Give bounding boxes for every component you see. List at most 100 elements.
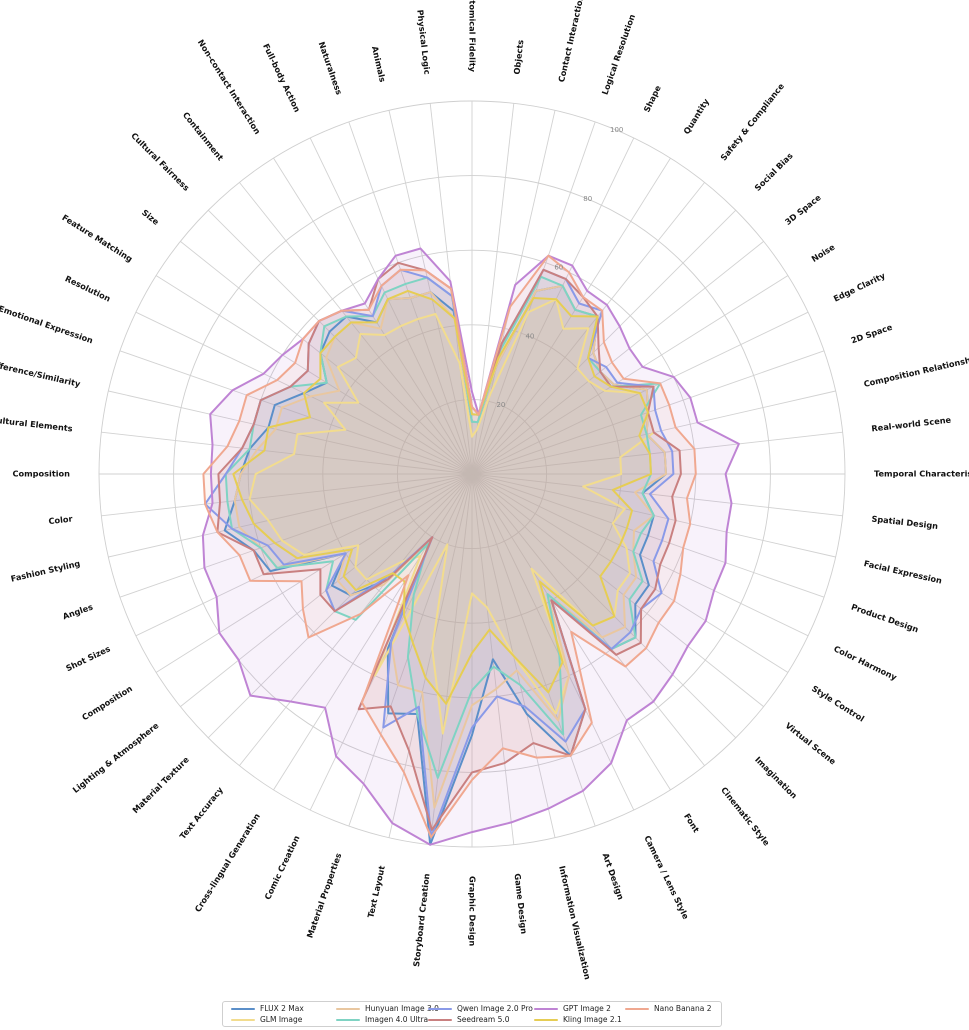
category-label: Storyboard Creation [411,873,431,968]
category-label: Anatomical Fidelity [468,0,478,73]
category-label: Contact Interaction [556,0,586,83]
legend-swatch [231,1018,255,1022]
spoke-line [207,473,473,739]
category-label: Shape [641,83,663,114]
category-label: Composition [80,683,134,722]
category-label: Material Texture [130,754,191,815]
category-label: Game Design [513,873,530,935]
legend-swatch [336,1018,360,1022]
category-label: Animals [370,45,388,83]
category-label: Art Design [601,852,627,902]
legend-label: GPT Image 2 [563,1004,611,1013]
radial-tick-labels: 20 40 60 80 100 [496,126,623,409]
category-label: Emotional Expression [0,303,95,345]
legend-item: GPT Image 2 [534,1004,611,1014]
series-fill [249,299,654,734]
grid-ring [98,100,846,848]
spoke-line [471,137,635,475]
series-line [248,298,655,735]
series-fill [203,255,696,838]
legend-swatch [428,1007,452,1011]
spoke-line [239,182,473,475]
category-label: Font [682,811,701,834]
category-label: Logical Resolution [600,13,637,96]
series-line [216,261,682,831]
spoke-line [101,473,473,517]
radial-tick-label: 100 [610,126,623,134]
legend-item: Seedream 5.0 [428,1015,510,1025]
category-label: Naturalness [317,40,345,96]
category-label: Comic Creation [262,834,301,902]
legend-swatch [534,1007,558,1011]
legend-label: Nano Banana 2 [654,1004,712,1013]
spoke-line [471,473,705,766]
series-fill [233,290,652,704]
category-label: 3D Space [783,192,823,227]
legend-label: GLM Image [260,1015,303,1024]
category-label: Style Control [810,683,866,724]
category-label: Noise [809,242,836,264]
legend-item: Nano Banana 2 [625,1004,712,1014]
legend-label: Kling Image 2.1 [563,1015,622,1024]
category-label: Composition Relationship [863,353,969,389]
category-label: Text Layout [365,865,387,919]
spoke-line [155,275,473,475]
category-label: Spatial Design [871,514,939,531]
series-line [201,247,740,846]
spoke-line [471,275,789,475]
spoke-line [108,473,473,558]
category-label: Fashion Styling [10,558,81,584]
category-label: Cinematic Style [719,785,772,848]
category-label: Temporal Characteristics [874,469,969,479]
legend-swatch [428,1018,452,1022]
legend-label: Hunyuan Image 3.0 [365,1004,439,1013]
legend-item: FLUX 2 Max [231,1004,304,1014]
category-label: Quantity [681,96,711,136]
category-label: Virtual Scene [783,720,838,767]
spoke-line [119,473,473,598]
legend-swatch [336,1007,360,1011]
category-label: Imagination [753,754,799,800]
spoke-line [119,350,473,475]
spoke-line [429,473,473,845]
category-label: Size [140,207,161,227]
spoke-line [309,137,473,475]
spoke-line [471,473,596,827]
category-label: Lighting & Atmosphere [71,720,161,795]
legend-swatch [534,1018,558,1022]
legend-label: Imagen 4.0 Ultra [365,1015,429,1024]
spoke-line [155,473,473,673]
legend-item: Hunyuan Image 3.0 [336,1004,439,1014]
category-label: Difference/Similarity [0,358,82,389]
series-fill [205,269,674,838]
spoke-line [471,473,737,739]
category-label: Non-contact Interaction [196,38,263,137]
series-fill [234,285,667,808]
grid-ring [396,398,548,550]
category-label: Cross-lingual Generation [193,811,262,913]
legend-swatch [231,1007,255,1011]
legend-swatch [625,1007,649,1011]
legend-item: Qwen Image 2.0 Pro [428,1004,533,1014]
spoke-line [388,473,473,838]
category-label: Real-world Scene [871,415,952,434]
category-label: Safety & Compliance [718,81,786,163]
category-label: Shot Sizes [64,643,112,673]
legend-label: Seedream 5.0 [457,1015,510,1024]
category-label: Feature Matching [60,212,134,264]
spoke-line [471,241,764,475]
category-label: Information Visualization [557,865,593,981]
legend-item: Kling Image 2.1 [534,1015,622,1025]
category-label: Angles [61,602,94,622]
series-lines [201,247,740,846]
spoke-line [273,473,473,791]
category-label: Color [48,513,74,526]
spoke-line [471,473,635,811]
category-label: Camera / Lens Style [642,834,691,921]
category-label: Edge Clarity [832,270,888,304]
category-label: Cultural Fairness [129,131,191,193]
series-fills [202,248,739,845]
category-label: Composition [12,469,70,479]
radial-tick-label: 40 [525,333,534,341]
